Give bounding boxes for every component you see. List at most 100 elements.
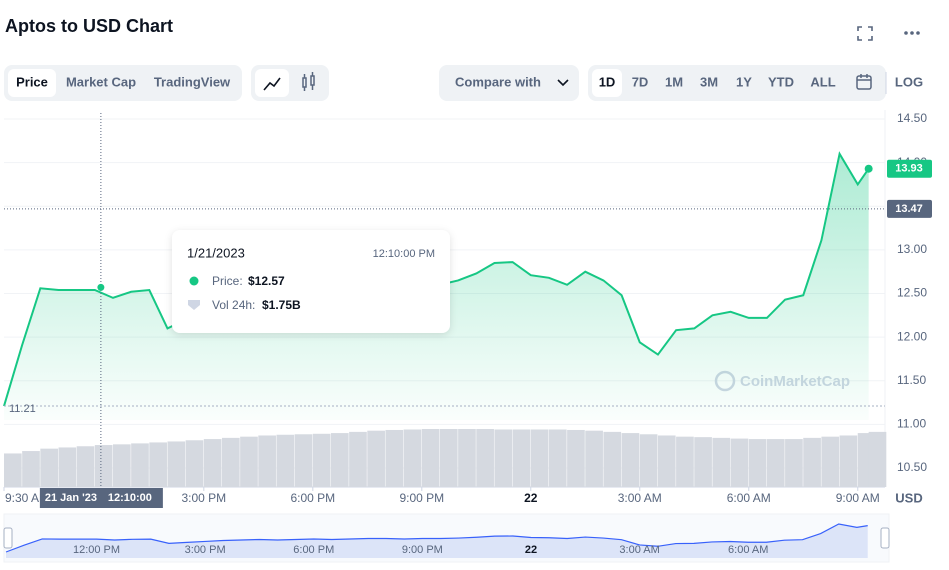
tooltip-volume: $1.75B xyxy=(262,298,301,312)
volume-bar xyxy=(403,429,422,487)
line-style-button[interactable] xyxy=(255,69,289,97)
navigator-tick-label: 12:00 PM xyxy=(73,544,120,556)
navigator-line xyxy=(5,523,868,553)
range[interactable]: ALL xyxy=(810,74,835,89)
volume-bar xyxy=(694,437,712,487)
range[interactable]: YTD xyxy=(768,74,794,89)
tab[interactable]: Price xyxy=(16,74,48,89)
navigator-tick-label: 6:00 PM xyxy=(293,544,334,556)
more-button[interactable] xyxy=(904,31,920,35)
fullscreen-button[interactable] xyxy=(857,26,873,41)
volume-bar xyxy=(512,429,531,487)
tooltip-price-label: Price: xyxy=(212,274,243,288)
volume-bar xyxy=(367,430,385,487)
compare-label: Compare with xyxy=(455,74,541,89)
volume-bar xyxy=(22,451,40,487)
navigator-handle[interactable] xyxy=(3,527,13,549)
volume-bar xyxy=(167,441,186,487)
navigator-area xyxy=(6,524,868,558)
volume-bar xyxy=(785,439,803,487)
range[interactable]: 3M xyxy=(700,74,718,89)
volume-bar xyxy=(258,435,276,487)
volume-bar xyxy=(766,439,785,487)
view-tabs xyxy=(4,65,242,101)
compare-dropdown[interactable] xyxy=(439,65,579,101)
crosshair-y-label: 13.47 xyxy=(895,203,923,215)
volume-bar xyxy=(476,429,494,487)
tooltip-time: 12:10:00 PM xyxy=(373,248,435,260)
volume-bar xyxy=(240,436,258,487)
currency: USD xyxy=(895,490,922,505)
x-tick-label: 9:30 AM xyxy=(5,491,49,505)
log-button[interactable]: LOG xyxy=(895,74,923,89)
volume-bar xyxy=(203,439,222,487)
range-active xyxy=(592,69,622,97)
volume-bar xyxy=(748,439,767,487)
navigator-tick-label: 22 xyxy=(525,544,537,556)
range[interactable]: 7D xyxy=(632,74,649,89)
tab-active xyxy=(8,69,56,97)
tooltip: 1/21/2023 12:10:00 PM Price: $12.57 Vol 24h:… xyxy=(172,230,450,333)
tab[interactable]: Market Cap xyxy=(66,74,136,89)
volume-bar xyxy=(131,443,149,487)
volume-bar xyxy=(349,431,367,487)
line-icon xyxy=(263,77,281,91)
volume-bar xyxy=(276,434,295,487)
tooltip-price: $12.57 xyxy=(248,274,285,288)
volume-bar xyxy=(185,440,204,487)
volume-bar xyxy=(868,431,887,487)
volume-bar xyxy=(657,435,676,487)
tooltip-box xyxy=(172,230,450,333)
x-tick-label: 3:00 AM xyxy=(618,491,662,505)
x-tick-label: 22 xyxy=(524,491,538,505)
volume-bar xyxy=(585,430,603,487)
volume-bar xyxy=(4,453,22,487)
volume-bar xyxy=(40,448,58,487)
volume-bar xyxy=(803,437,821,487)
y-tick-label: 12.50 xyxy=(897,286,927,300)
last-price-label: 13.93 xyxy=(895,163,923,175)
volume-bar xyxy=(58,447,77,487)
navigator-tick-label: 9:00 PM xyxy=(402,544,443,556)
volume-bar xyxy=(149,442,167,487)
tooltip-volume-icon xyxy=(188,300,200,310)
candle-style-button[interactable] xyxy=(302,72,315,91)
navigator-handle[interactable] xyxy=(880,527,890,549)
chevron xyxy=(557,79,569,87)
volume-bar xyxy=(330,433,349,487)
crosshair-x-box xyxy=(39,488,163,508)
volume-bar xyxy=(421,429,440,487)
y-tick-label: 12.00 xyxy=(897,329,927,343)
y-tick-label: 11.50 xyxy=(897,373,926,387)
volume-bar xyxy=(603,431,622,487)
x-tick-label: 9:00 PM xyxy=(399,491,444,505)
volume-bar xyxy=(94,445,113,487)
volume-bar xyxy=(730,438,749,487)
calendar-button[interactable] xyxy=(856,74,872,90)
tooltip-price-dot xyxy=(189,276,199,286)
last-price-box xyxy=(887,159,932,178)
plot: 14.5014.0013.5013.0012.5012.0011.5011.00… xyxy=(3,110,932,563)
volume-bar xyxy=(458,429,476,487)
range[interactable]: 1D xyxy=(599,74,616,89)
y-tick-label: 13.00 xyxy=(897,242,927,256)
low-label: 11.21 xyxy=(9,403,36,415)
volume-bar xyxy=(494,429,513,487)
volume-bar xyxy=(548,429,567,487)
navigator-tick-label: 3:00 AM xyxy=(619,544,659,556)
navigator-tick-label: 3:00 PM xyxy=(185,544,226,556)
range[interactable]: 1M xyxy=(665,74,683,89)
volume-bar xyxy=(112,444,131,487)
volume-bar xyxy=(76,446,95,487)
y-tick-label: 10.50 xyxy=(897,460,927,474)
range-tabs xyxy=(588,65,886,101)
last-dot xyxy=(864,164,873,173)
x-tick-label: 3:00 PM xyxy=(181,491,226,505)
volume-bar xyxy=(385,429,404,487)
range[interactable]: 1Y xyxy=(736,74,752,89)
volume-bar xyxy=(639,434,658,487)
volume-bar xyxy=(530,429,549,487)
tab[interactable]: TradingView xyxy=(154,74,231,89)
